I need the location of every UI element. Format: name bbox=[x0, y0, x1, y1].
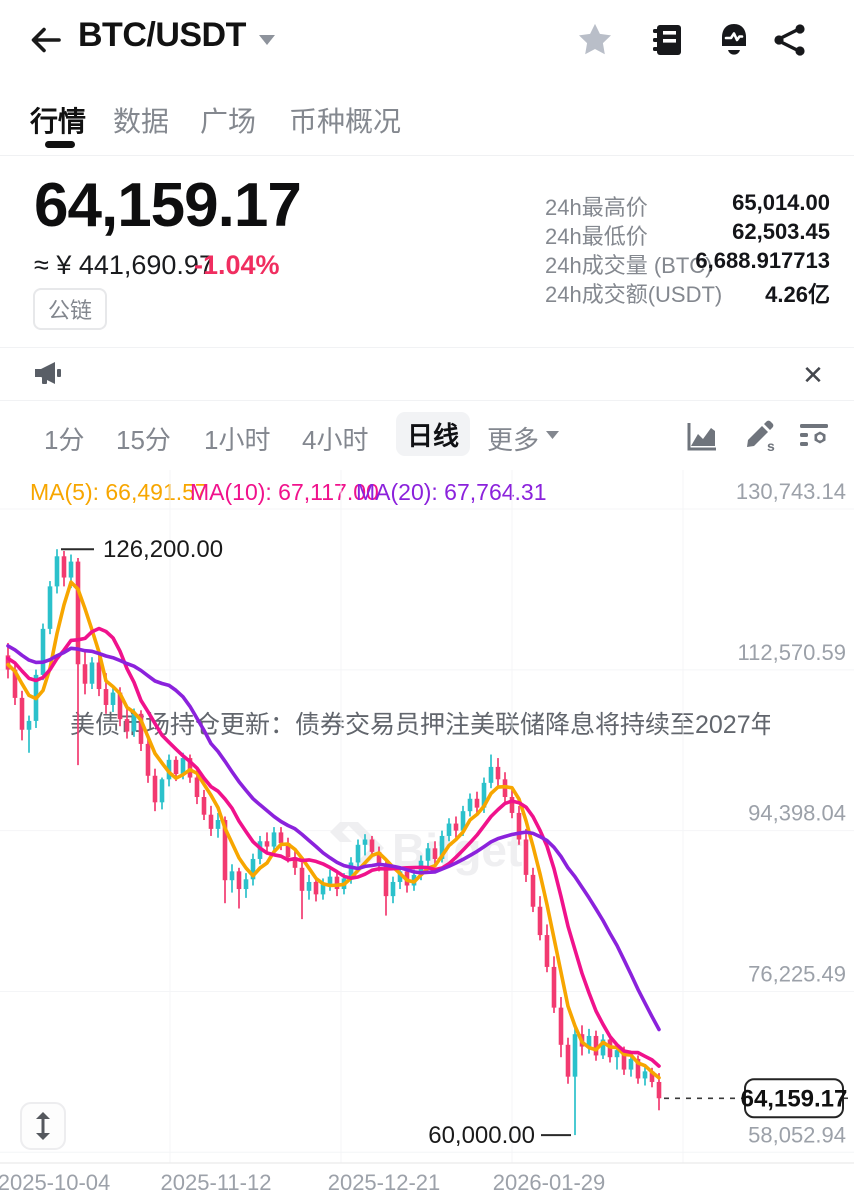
news-close-button[interactable]: ✕ bbox=[802, 359, 824, 390]
area-chart-icon bbox=[687, 423, 716, 451]
stat-row-turnover: 24h成交额(USDT) 4.26亿 bbox=[545, 277, 830, 307]
fiat-price: ≈ ¥ 441,690.97 bbox=[34, 250, 214, 280]
price-alert-bell-icon bbox=[722, 24, 746, 55]
share-button[interactable] bbox=[768, 18, 812, 62]
y-axis-tick-label: 76,225.49 bbox=[748, 961, 846, 986]
ma20-line bbox=[6, 644, 661, 1032]
stat-row-high: 24h最高价 65,014.00 bbox=[545, 190, 830, 220]
timeframe-daily-active[interactable]: 日线 bbox=[396, 412, 470, 456]
divider bbox=[0, 155, 854, 156]
candles bbox=[5, 549, 662, 1136]
last-price: 64,159.17 bbox=[34, 171, 302, 240]
drawing-tools-button[interactable]: s bbox=[736, 414, 780, 458]
active-tab-underline bbox=[45, 141, 75, 148]
high-marker-label: 126,200.00 bbox=[103, 536, 223, 563]
stat-label: 24h最低价 bbox=[545, 224, 648, 249]
stat-value: 4.26亿 bbox=[765, 282, 830, 307]
indicator-settings-icon bbox=[800, 424, 828, 446]
chart-expand-button[interactable] bbox=[20, 1102, 66, 1150]
stat-row-low: 24h最低价 62,503.45 bbox=[545, 219, 830, 249]
stat-row-volume: 24h成交量 (BTC) 6,688.917713 bbox=[545, 248, 830, 278]
news-ticker[interactable]: 美债市场持仓更新：债券交易员押注美联储降息将持续至2027年 ✕ bbox=[0, 347, 854, 739]
ma5-label: MA(5): 66,491.57 bbox=[30, 479, 208, 505]
tab-coin-overview[interactable]: 币种概况 bbox=[289, 106, 402, 137]
change-percent: -1.04% bbox=[194, 250, 280, 280]
stat-label: 24h成交量 (BTC) bbox=[545, 253, 713, 278]
stat-value: 6,688.917713 bbox=[695, 248, 830, 273]
x-axis-date-label: 2025-12-21 bbox=[328, 1170, 441, 1195]
ma10-label: MA(10): 67,117.00 bbox=[190, 479, 379, 505]
svg-text:s: s bbox=[767, 438, 775, 454]
stat-label: 24h最高价 bbox=[545, 195, 648, 220]
stat-label: 24h成交额(USDT) bbox=[545, 282, 723, 307]
timeframe-1m[interactable]: 1分 bbox=[44, 425, 85, 455]
favorite-button[interactable] bbox=[573, 18, 617, 62]
orderbook-icon bbox=[653, 25, 681, 55]
candlestick-chart[interactable]: 130,743.14 112,570.59 94,398.04 76,225.49 58… bbox=[0, 470, 854, 1200]
tab-quotes[interactable]: 行情 bbox=[30, 106, 87, 137]
low-marker-label: 60,000.00 bbox=[428, 1122, 535, 1149]
pencil-s-icon: s bbox=[747, 420, 775, 454]
star-icon bbox=[579, 23, 611, 55]
chart-style-button[interactable] bbox=[680, 414, 724, 458]
back-arrow-icon bbox=[31, 27, 61, 53]
last-price-tag: 64,159.17 bbox=[741, 1078, 848, 1119]
orderbook-button[interactable] bbox=[645, 18, 689, 62]
svg-text:64,159.17: 64,159.17 bbox=[741, 1085, 848, 1112]
tab-square[interactable]: 广场 bbox=[200, 106, 257, 137]
back-button[interactable] bbox=[24, 18, 68, 62]
price-alert-button[interactable] bbox=[712, 18, 756, 62]
pair-dropdown-caret-icon[interactable] bbox=[258, 34, 276, 46]
stat-value: 62,503.45 bbox=[732, 219, 830, 244]
more-caret-icon[interactable] bbox=[545, 430, 560, 440]
ma20-label: MA(20): 67,764.31 bbox=[356, 479, 547, 505]
x-axis-date-label: 2025-10-04 bbox=[0, 1170, 110, 1195]
pair-title[interactable]: BTC/USDT bbox=[78, 16, 246, 54]
tab-data[interactable]: 数据 bbox=[113, 106, 170, 137]
indicator-settings-button[interactable] bbox=[792, 414, 836, 458]
share-icon bbox=[774, 24, 805, 56]
y-axis-tick-label: 94,398.04 bbox=[748, 801, 846, 826]
expand-vertical-icon bbox=[36, 1112, 50, 1140]
ma10-line bbox=[6, 626, 661, 1068]
ma5-line bbox=[6, 580, 661, 1080]
timeframe-4h[interactable]: 4小时 bbox=[302, 425, 369, 455]
timeframe-more[interactable]: 更多 bbox=[487, 425, 540, 455]
y-axis-tick-label: 130,743.14 bbox=[736, 479, 846, 504]
timeframe-15m[interactable]: 15分 bbox=[116, 425, 171, 455]
x-axis-date-label: 2026-01-29 bbox=[493, 1170, 606, 1195]
stat-value: 65,014.00 bbox=[732, 190, 830, 215]
x-axis-date-label: 2025-11-12 bbox=[161, 1170, 272, 1195]
megaphone-icon bbox=[35, 362, 61, 384]
y-axis-tick-label: 112,570.59 bbox=[738, 640, 846, 665]
news-text: 美债市场持仓更新：债券交易员押注美联储降息将持续至2027年 bbox=[70, 711, 770, 739]
y-axis-tick-label: 58,052.94 bbox=[748, 1122, 846, 1147]
timeframe-1h[interactable]: 1小时 bbox=[204, 425, 271, 455]
chain-tag-badge[interactable]: 公链 bbox=[33, 288, 108, 330]
